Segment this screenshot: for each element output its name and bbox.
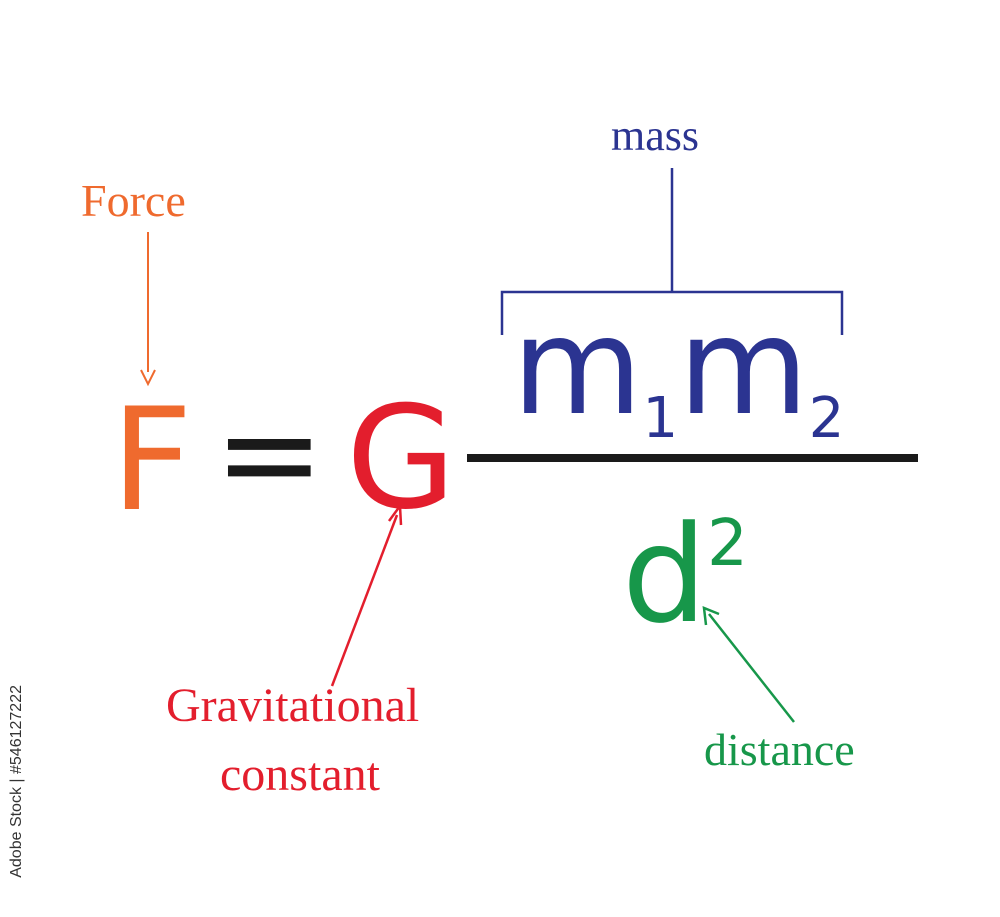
stock-watermark: Adobe Stock | #546127222 bbox=[8, 685, 25, 878]
denominator: d2 bbox=[622, 508, 748, 642]
gravitational-label-line2: constant bbox=[220, 748, 380, 801]
fraction-bar bbox=[467, 454, 918, 462]
numerator: m1m2 bbox=[512, 300, 844, 447]
distance-label: distance bbox=[704, 724, 855, 775]
mass-label: mass bbox=[611, 111, 699, 160]
gravitational-arrow bbox=[330, 514, 399, 687]
distance-arrow-head bbox=[702, 606, 720, 626]
distance-arrow bbox=[708, 613, 795, 723]
numerator-m1: m bbox=[512, 289, 643, 445]
gravitational-label-line1: Gravitational bbox=[166, 679, 420, 732]
formula-G: G bbox=[346, 376, 457, 541]
gravitational-arrow-head bbox=[387, 502, 403, 526]
denominator-d: d bbox=[622, 497, 708, 653]
force-arrow-head bbox=[140, 369, 156, 387]
subscript-1: 1 bbox=[642, 386, 679, 451]
formula-F: F bbox=[111, 378, 193, 543]
formula-equals: = bbox=[214, 377, 325, 531]
numerator-m2: m bbox=[678, 289, 809, 445]
mass-bracket bbox=[500, 290, 844, 335]
superscript-2: 2 bbox=[707, 507, 748, 581]
subscript-2: 2 bbox=[808, 386, 845, 451]
force-label: Force bbox=[81, 175, 186, 226]
